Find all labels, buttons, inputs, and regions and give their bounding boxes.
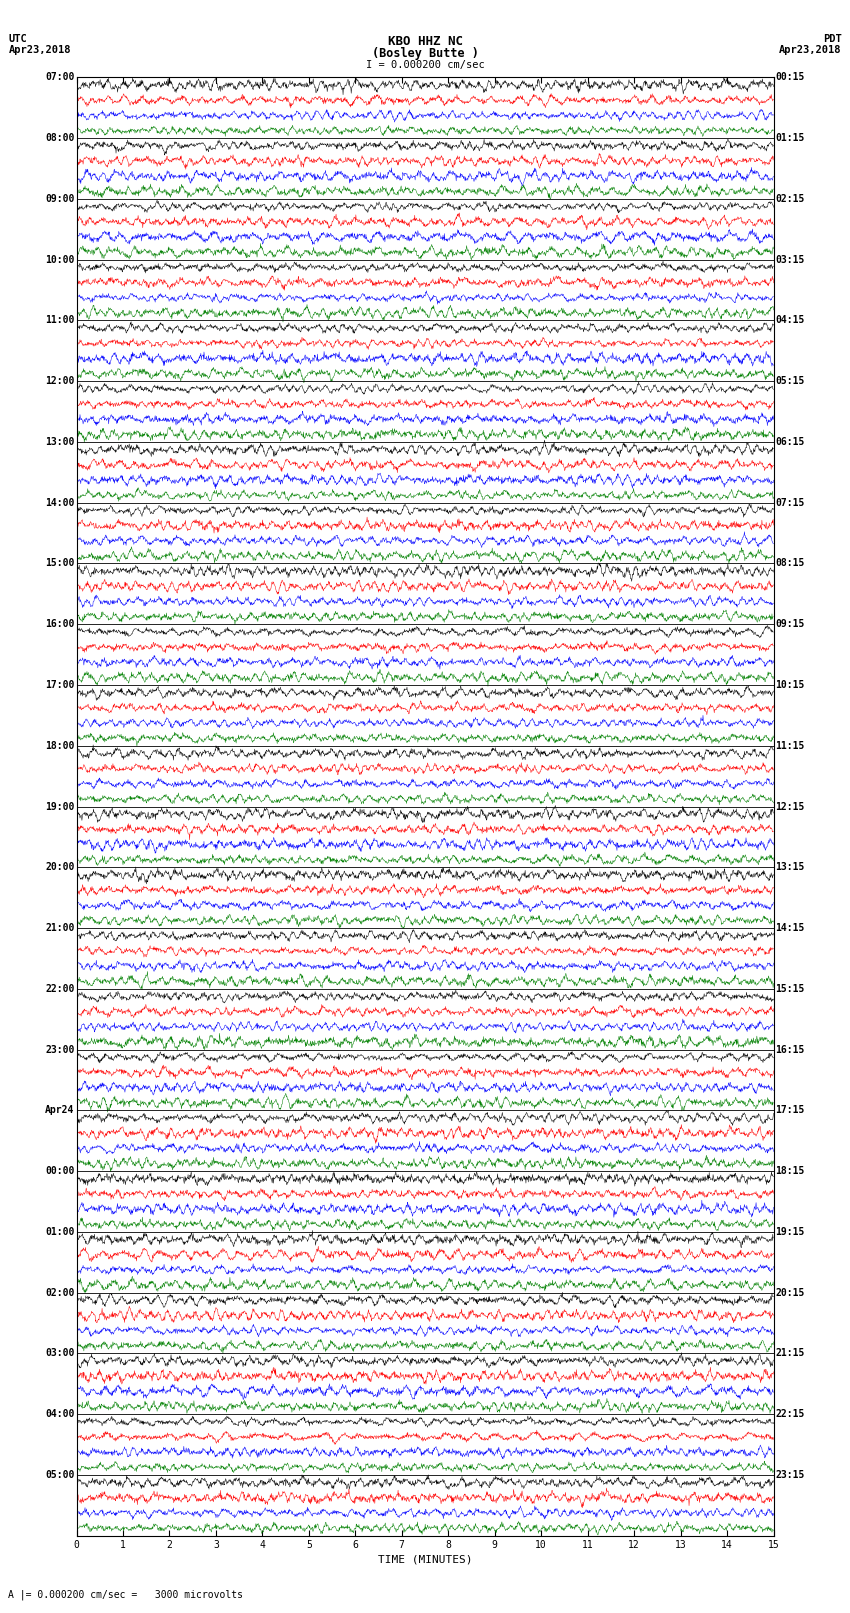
- Text: 21:15: 21:15: [775, 1348, 805, 1358]
- Text: 01:15: 01:15: [775, 134, 805, 144]
- Text: 05:15: 05:15: [775, 376, 805, 386]
- Text: 15:00: 15:00: [45, 558, 75, 568]
- Text: 13:15: 13:15: [775, 863, 805, 873]
- Text: 13:00: 13:00: [45, 437, 75, 447]
- Text: 09:15: 09:15: [775, 619, 805, 629]
- Text: 05:00: 05:00: [45, 1469, 75, 1479]
- Text: (Bosley Butte ): (Bosley Butte ): [371, 47, 479, 60]
- Text: 03:00: 03:00: [45, 1348, 75, 1358]
- Text: 00:00: 00:00: [45, 1166, 75, 1176]
- Text: 18:00: 18:00: [45, 740, 75, 750]
- Text: Apr23,2018: Apr23,2018: [779, 45, 842, 55]
- Text: 17:15: 17:15: [775, 1105, 805, 1115]
- Text: 23:15: 23:15: [775, 1469, 805, 1479]
- Text: 01:00: 01:00: [45, 1227, 75, 1237]
- Text: 02:15: 02:15: [775, 194, 805, 203]
- Text: 21:00: 21:00: [45, 923, 75, 932]
- Text: 08:00: 08:00: [45, 134, 75, 144]
- Text: A |= 0.000200 cm/sec =   3000 microvolts: A |= 0.000200 cm/sec = 3000 microvolts: [8, 1589, 243, 1600]
- Text: 10:00: 10:00: [45, 255, 75, 265]
- Text: 15:15: 15:15: [775, 984, 805, 994]
- Text: KBO HHZ NC: KBO HHZ NC: [388, 35, 462, 48]
- Text: 16:00: 16:00: [45, 619, 75, 629]
- Text: Apr23,2018: Apr23,2018: [8, 45, 71, 55]
- Text: 08:15: 08:15: [775, 558, 805, 568]
- Text: 06:15: 06:15: [775, 437, 805, 447]
- Text: 16:15: 16:15: [775, 1045, 805, 1055]
- Text: PDT: PDT: [823, 34, 842, 44]
- Text: 11:00: 11:00: [45, 316, 75, 326]
- Text: 22:15: 22:15: [775, 1410, 805, 1419]
- Text: 18:15: 18:15: [775, 1166, 805, 1176]
- Text: 20:00: 20:00: [45, 863, 75, 873]
- Text: 19:15: 19:15: [775, 1227, 805, 1237]
- Text: 23:00: 23:00: [45, 1045, 75, 1055]
- Text: 10:15: 10:15: [775, 681, 805, 690]
- X-axis label: TIME (MINUTES): TIME (MINUTES): [377, 1555, 473, 1565]
- Text: 20:15: 20:15: [775, 1287, 805, 1297]
- Text: 14:15: 14:15: [775, 923, 805, 932]
- Text: 22:00: 22:00: [45, 984, 75, 994]
- Text: 12:15: 12:15: [775, 802, 805, 811]
- Text: 11:15: 11:15: [775, 740, 805, 750]
- Text: 03:15: 03:15: [775, 255, 805, 265]
- Text: 07:00: 07:00: [45, 73, 75, 82]
- Text: 02:00: 02:00: [45, 1287, 75, 1297]
- Text: Apr24: Apr24: [45, 1105, 75, 1115]
- Text: 04:00: 04:00: [45, 1410, 75, 1419]
- Text: 00:15: 00:15: [775, 73, 805, 82]
- Text: 04:15: 04:15: [775, 316, 805, 326]
- Text: UTC: UTC: [8, 34, 27, 44]
- Text: 17:00: 17:00: [45, 681, 75, 690]
- Text: 14:00: 14:00: [45, 498, 75, 508]
- Text: 19:00: 19:00: [45, 802, 75, 811]
- Text: 12:00: 12:00: [45, 376, 75, 386]
- Text: 09:00: 09:00: [45, 194, 75, 203]
- Text: 07:15: 07:15: [775, 498, 805, 508]
- Text: I = 0.000200 cm/sec: I = 0.000200 cm/sec: [366, 60, 484, 69]
